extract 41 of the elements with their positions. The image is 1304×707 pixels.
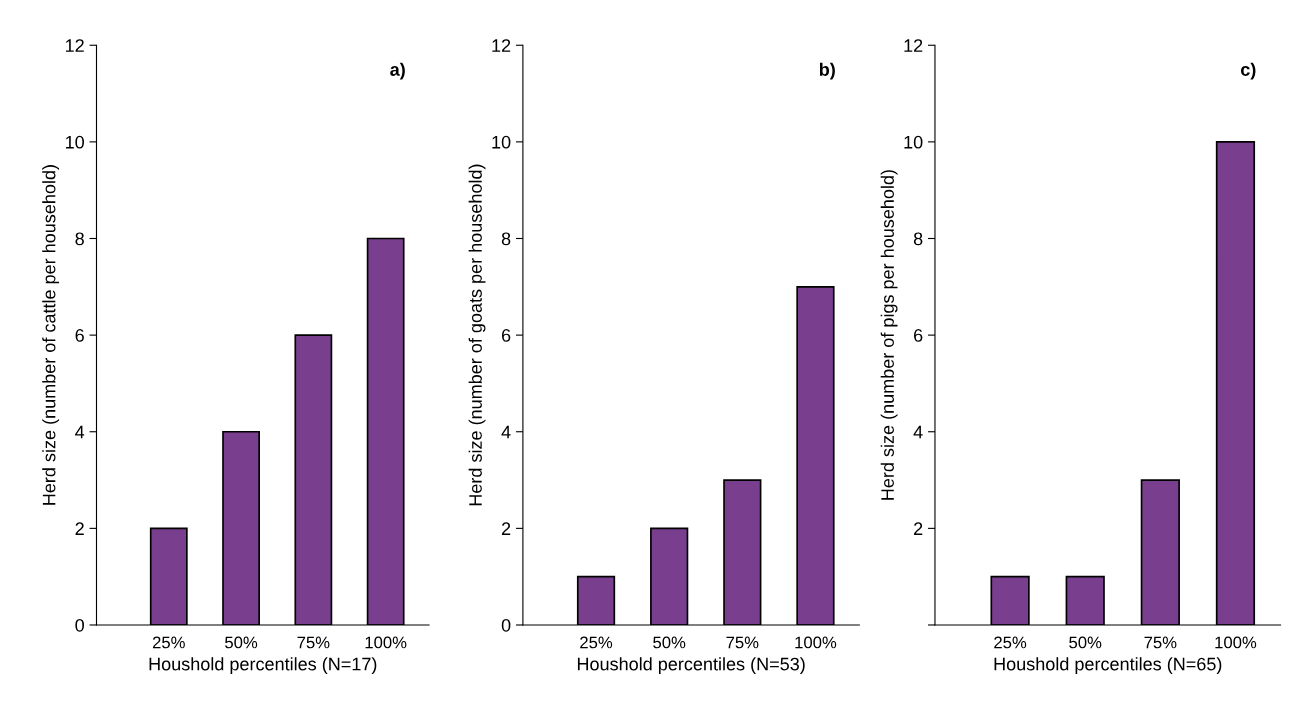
x-tick-label: 25% — [580, 636, 613, 649]
y-tick-label: 10 — [492, 135, 511, 149]
x-tick-label: 50% — [225, 636, 258, 649]
x-tick-label: 75% — [726, 636, 759, 649]
x-tick-label: 25% — [994, 636, 1027, 649]
x-axis-title: Houshold percentiles (N=17) — [149, 657, 377, 675]
y-tick-label: 10 — [65, 135, 84, 149]
y-tick-label: 6 — [501, 329, 511, 342]
y-axis-title: Herd size (number of pigs per household) — [880, 170, 898, 500]
x-tick-label: 25% — [152, 636, 185, 649]
y-tick-label: 2 — [501, 522, 511, 535]
y-tick-label: 8 — [75, 232, 84, 246]
y-tick-label: 12 — [65, 39, 84, 52]
y-tick-label: 0 — [75, 618, 84, 632]
y-tick-label: 4 — [75, 425, 85, 439]
y-axis-title: Herd size (number of cattle per household) — [42, 165, 60, 505]
annotation: b) — [819, 62, 835, 80]
x-tick-label: 50% — [1069, 636, 1102, 649]
x-tick-label: 100% — [365, 636, 407, 649]
y-tick-label: 2 — [75, 522, 84, 535]
y-tick-label: 4 — [501, 425, 511, 439]
y-tick-label: 4 — [913, 425, 923, 439]
x-axis-title: Houshold percentiles (N=53) — [577, 657, 805, 675]
annotation: a) — [390, 62, 405, 80]
x-axis-title: Houshold percentiles (N=65) — [994, 657, 1222, 675]
x-tick-label: 75% — [1144, 636, 1177, 649]
y-tick-label: 0 — [501, 618, 511, 632]
annotation: c) — [1240, 62, 1256, 80]
y-tick-label: 8 — [501, 232, 511, 246]
y-axis-title: Herd size (number of goats per household) — [468, 164, 486, 506]
y-tick-label: 12 — [492, 39, 511, 52]
y-tick-label: 2 — [914, 522, 923, 535]
y-tick-label: 6 — [914, 329, 923, 342]
x-tick-label: 75% — [297, 636, 330, 649]
y-tick-label: 12 — [904, 39, 923, 52]
y-tick-label: 6 — [75, 329, 84, 342]
y-tick-label: 8 — [913, 232, 923, 246]
x-tick-label: 100% — [795, 636, 837, 649]
y-tick-label: 10 — [904, 135, 923, 149]
x-tick-label: 50% — [653, 636, 686, 649]
x-tick-label: 100% — [1215, 636, 1257, 649]
